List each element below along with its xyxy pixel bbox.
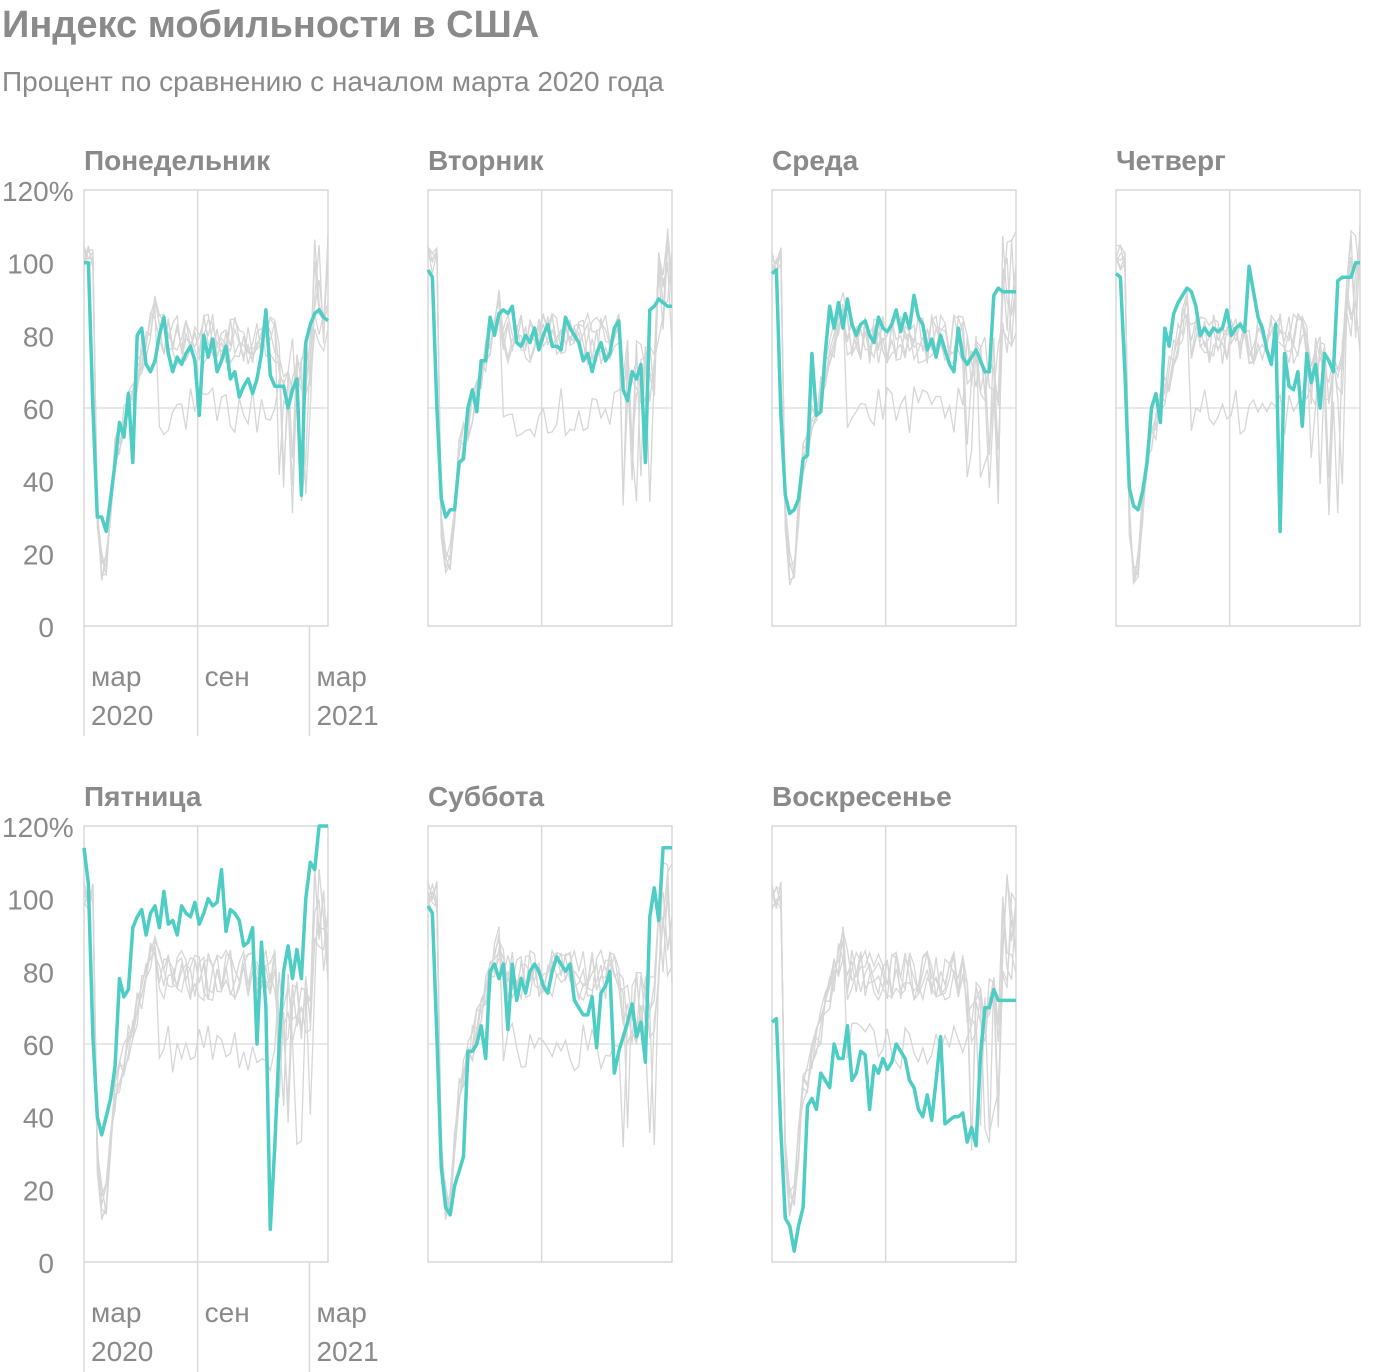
panel-1: Понедельник 0 20 40 60 80 100 120% мар 2020 сен мар…: [2, 145, 379, 736]
x-tick-year-label: 2020: [91, 1336, 153, 1367]
y-tick-label: 60: [23, 394, 54, 425]
background-series-line: [83, 249, 329, 581]
background-series-line: [83, 882, 329, 1215]
highlight-series-line: [1114, 260, 1360, 534]
y-tick-label: 20: [23, 539, 54, 570]
panel-4: Четверг: [1114, 145, 1361, 627]
x-tick-label: сен: [205, 1297, 250, 1328]
background-series-line: [427, 246, 673, 570]
highlight-series-line: [426, 268, 672, 519]
panel-title: Воскресенье: [772, 781, 952, 812]
highlight-series-line: [770, 987, 1016, 1253]
background-series-line: [1115, 251, 1361, 586]
background-series-line: [83, 241, 329, 578]
y-tick-label: 120%: [2, 812, 74, 843]
highlight-series-line: [770, 268, 1016, 516]
y-tick-label: 100: [7, 885, 54, 916]
panel-title: Понедельник: [84, 145, 271, 176]
background-series-line: [427, 249, 673, 571]
y-tick-label: 0: [38, 612, 54, 643]
page-subtitle: Процент по сравнению с началом марта 202…: [2, 66, 664, 97]
x-tick-year-label: 2021: [316, 1336, 378, 1367]
x-tick-year-label: 2020: [91, 700, 153, 731]
y-tick-label: 20: [23, 1175, 54, 1206]
background-series-line: [83, 870, 329, 1220]
x-tick-label: мар: [316, 1297, 366, 1328]
x-tick-label: мар: [91, 661, 141, 692]
background-series-line: [771, 885, 1017, 1194]
background-series-line: [83, 245, 329, 575]
panel-6: Суббота: [426, 781, 673, 1263]
highlight-series-line: [84, 260, 330, 534]
panel-title: Среда: [772, 145, 859, 176]
y-tick-label: 80: [23, 321, 54, 352]
background-series-line: [1115, 254, 1361, 584]
background-series-line: [427, 881, 673, 1220]
x-tick-label: мар: [91, 1297, 141, 1328]
background-series-line: [1115, 235, 1361, 569]
panel-title: Четверг: [1116, 145, 1226, 176]
x-tick-label: мар: [316, 661, 366, 692]
background-series-line: [771, 236, 1017, 579]
y-tick-label: 80: [23, 957, 54, 988]
background-series-line: [771, 874, 1017, 1217]
highlight-series-line: [82, 824, 328, 1232]
x-tick-year-label: 2021: [316, 700, 378, 731]
panel-3: Среда: [770, 145, 1017, 627]
x-tick-label: сен: [205, 661, 250, 692]
panel-7: Воскресенье: [770, 781, 1017, 1263]
background-series-line: [83, 249, 329, 576]
highlight-series-line: [426, 846, 672, 1217]
y-tick-label: 100: [7, 249, 54, 280]
y-tick-label: 40: [23, 1103, 54, 1134]
page-title: Индекс мобильности в США: [2, 4, 540, 46]
y-tick-label: 0: [38, 1248, 54, 1279]
y-tick-label: 60: [23, 1030, 54, 1061]
y-tick-label: 40: [23, 467, 54, 498]
panel-2: Вторник: [426, 145, 673, 627]
panel-title: Суббота: [428, 781, 545, 812]
panel-title: Вторник: [428, 145, 545, 176]
y-tick-label: 120%: [2, 176, 74, 207]
background-series-line: [771, 878, 1017, 1207]
panel-title: Пятница: [84, 781, 202, 812]
panel-5: Пятница 0 20 40 60 80 100 120% мар 2020 сен мар 2021: [2, 781, 379, 1372]
